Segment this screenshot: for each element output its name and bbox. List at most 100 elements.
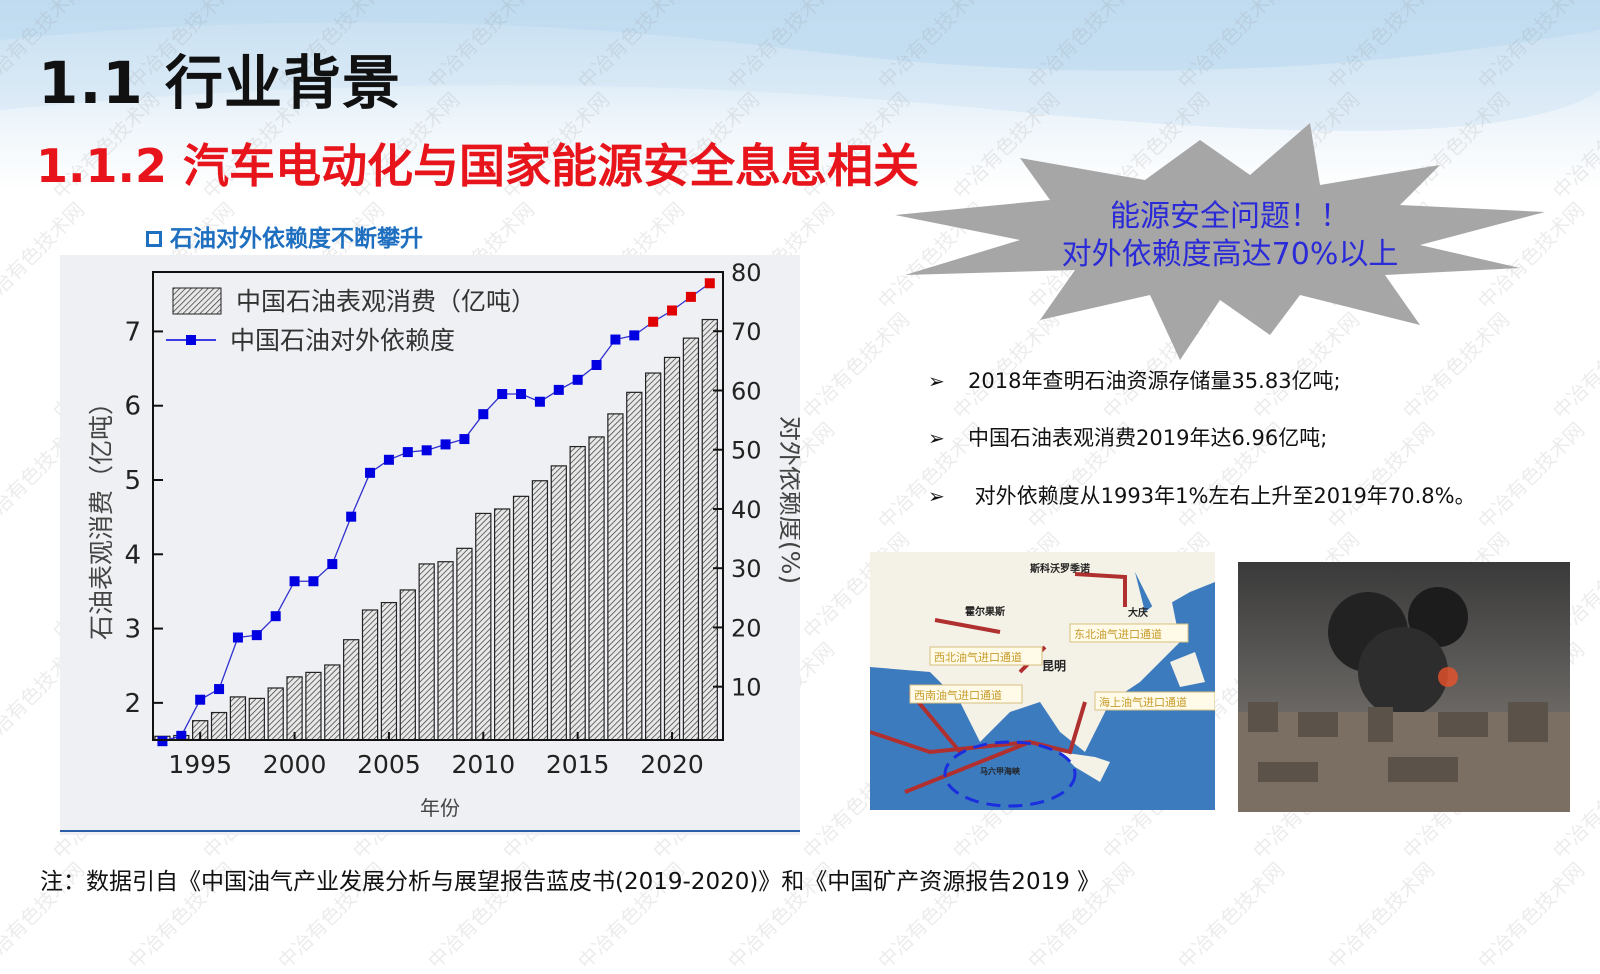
line-marker: [251, 630, 262, 641]
bar: [437, 561, 454, 741]
line-marker: [214, 684, 225, 695]
bar: [701, 318, 718, 741]
bar: [626, 391, 643, 741]
bar: [324, 664, 341, 741]
line-marker: [629, 330, 640, 341]
chart-legend: 中国石油表观消费（亿吨） 中国石油对外依赖度: [166, 287, 536, 355]
map-label: 斯科沃罗季诺: [1030, 562, 1090, 575]
bullet-item: ➢ 中国石油表观消费2019年达6.96亿吨;: [928, 422, 1327, 452]
map-label: 昆明: [1042, 659, 1066, 673]
x-axis-label: 年份: [420, 796, 460, 820]
x-tick-label: 2000: [263, 750, 327, 779]
square-bullet-icon: [146, 231, 162, 247]
arrowhead-bullet-icon: ➢: [928, 484, 945, 508]
y2-tick-label: 60: [731, 377, 762, 405]
x-tick-label: 2010: [451, 750, 515, 779]
y2-tick-label: 10: [731, 674, 762, 702]
y-tick-label: 2: [124, 689, 141, 719]
line-marker: [459, 434, 470, 445]
oil-chart: 2 3 4 5 6 7 10 20 30 40 50 60 70 80 1995 2000 2005 2010 20…: [87, 259, 805, 820]
arrowhead-bullet-icon: ➢: [928, 426, 945, 450]
bar: [286, 676, 303, 741]
line-marker: [421, 445, 432, 456]
map-label: 东北油气进口通道: [1074, 627, 1162, 641]
x-tick-label: 2020: [640, 750, 704, 779]
bullet-text: 2018年查明石油资源存储量35.83亿吨;: [968, 369, 1341, 393]
map-label: 西南油气进口通道: [914, 688, 1002, 702]
slide-title: 1.1 行业背景: [38, 49, 401, 117]
y-tick-label: 3: [124, 615, 141, 645]
bullet-text: 对外依赖度从1993年1%左右上升至2019年70.8%。: [968, 484, 1476, 508]
y2-tick-label: 40: [731, 496, 762, 524]
line-marker: [232, 632, 243, 643]
line-marker: [610, 334, 621, 345]
line-marker: [440, 439, 451, 450]
line-marker: [270, 611, 281, 622]
bar: [512, 495, 530, 741]
map-label: 马六甲海峡: [980, 766, 1021, 776]
line-marker: [327, 559, 338, 570]
y2-tick-label: 50: [731, 437, 762, 465]
legend-swatch-bars: [172, 287, 222, 315]
starburst-callout-shape: [895, 123, 1545, 360]
callout-line-1: 能源安全问题！！: [1110, 199, 1350, 234]
line-marker: [289, 576, 300, 587]
y-tick-label: 4: [124, 540, 141, 570]
line-marker: [346, 511, 357, 522]
map-label: 西北油气进口通道: [934, 650, 1022, 664]
line-marker: [572, 374, 583, 385]
legend-marker: [186, 335, 196, 345]
line-marker: [516, 389, 527, 400]
bar: [229, 696, 247, 741]
bar: [682, 337, 700, 741]
bar: [494, 508, 511, 741]
line-marker: [308, 576, 319, 587]
line-marker: [667, 305, 678, 316]
explosion-smoke-over-city-photo: [1238, 562, 1570, 812]
footnote: 注：数据引自《中国油气产业发展分析与展望报告蓝皮书(2019-2020)》和《中…: [40, 869, 1101, 895]
chart-heading-text: 石油对外依赖度不断攀升: [170, 226, 423, 252]
map-label: 海上油气进口通道: [1099, 695, 1187, 709]
bar: [663, 356, 681, 741]
bar: [418, 563, 435, 741]
y2-tick-label: 80: [731, 259, 762, 287]
map-label: 霍尔果斯: [965, 605, 1005, 618]
arrowhead-bullet-icon: ➢: [928, 369, 945, 393]
bullet-text: 中国石油表观消费2019年达6.96亿吨;: [968, 426, 1328, 450]
line-marker: [534, 396, 545, 407]
line-marker: [591, 360, 602, 371]
line-marker: [176, 730, 187, 741]
line-marker: [195, 694, 206, 705]
chart-panel: 2 3 4 5 6 7 10 20 30 40 50 60 70 80 1995 2000 2005 2010 20…: [60, 255, 805, 835]
bar: [248, 697, 265, 741]
bullet-item: ➢ 对外依赖度从1993年1%左右上升至2019年70.8%。: [928, 480, 1476, 510]
bar: [456, 547, 473, 741]
bar: [588, 436, 605, 741]
bar: [343, 639, 360, 741]
bar: [267, 687, 284, 741]
bar: [305, 671, 322, 741]
line-marker: [478, 409, 489, 420]
bar: [475, 512, 492, 741]
chart-heading: 石油对外依赖度不断攀升: [146, 219, 423, 253]
line-marker: [365, 467, 376, 478]
line-marker: [648, 316, 659, 327]
bar: [531, 480, 549, 741]
legend-label-bars: 中国石油表观消费（亿吨）: [236, 287, 536, 316]
oil-import-routes-map: 斯科沃罗季诺 大庆 霍尔果斯 昆明 马六甲海峡 东北油气进口通道 西北油气进口通…: [870, 552, 1215, 810]
bar: [361, 609, 379, 741]
line-marker: [704, 278, 715, 289]
y2-tick-label: 20: [731, 614, 762, 642]
slide-subtitle: 1.1.2 汽车电动化与国家能源安全息息相关: [36, 139, 919, 193]
y-tick-label: 7: [124, 317, 141, 347]
plot-frame: [152, 271, 724, 741]
line-marker: [685, 291, 696, 302]
y2-tick-label: 30: [731, 555, 762, 583]
bar: [399, 589, 416, 741]
bar: [550, 465, 567, 741]
bar: [569, 445, 586, 741]
y2-tick-label: 70: [731, 318, 762, 346]
line-marker: [383, 454, 394, 465]
y-tick-label: 5: [124, 466, 141, 496]
map-label: 大庆: [1128, 606, 1148, 619]
